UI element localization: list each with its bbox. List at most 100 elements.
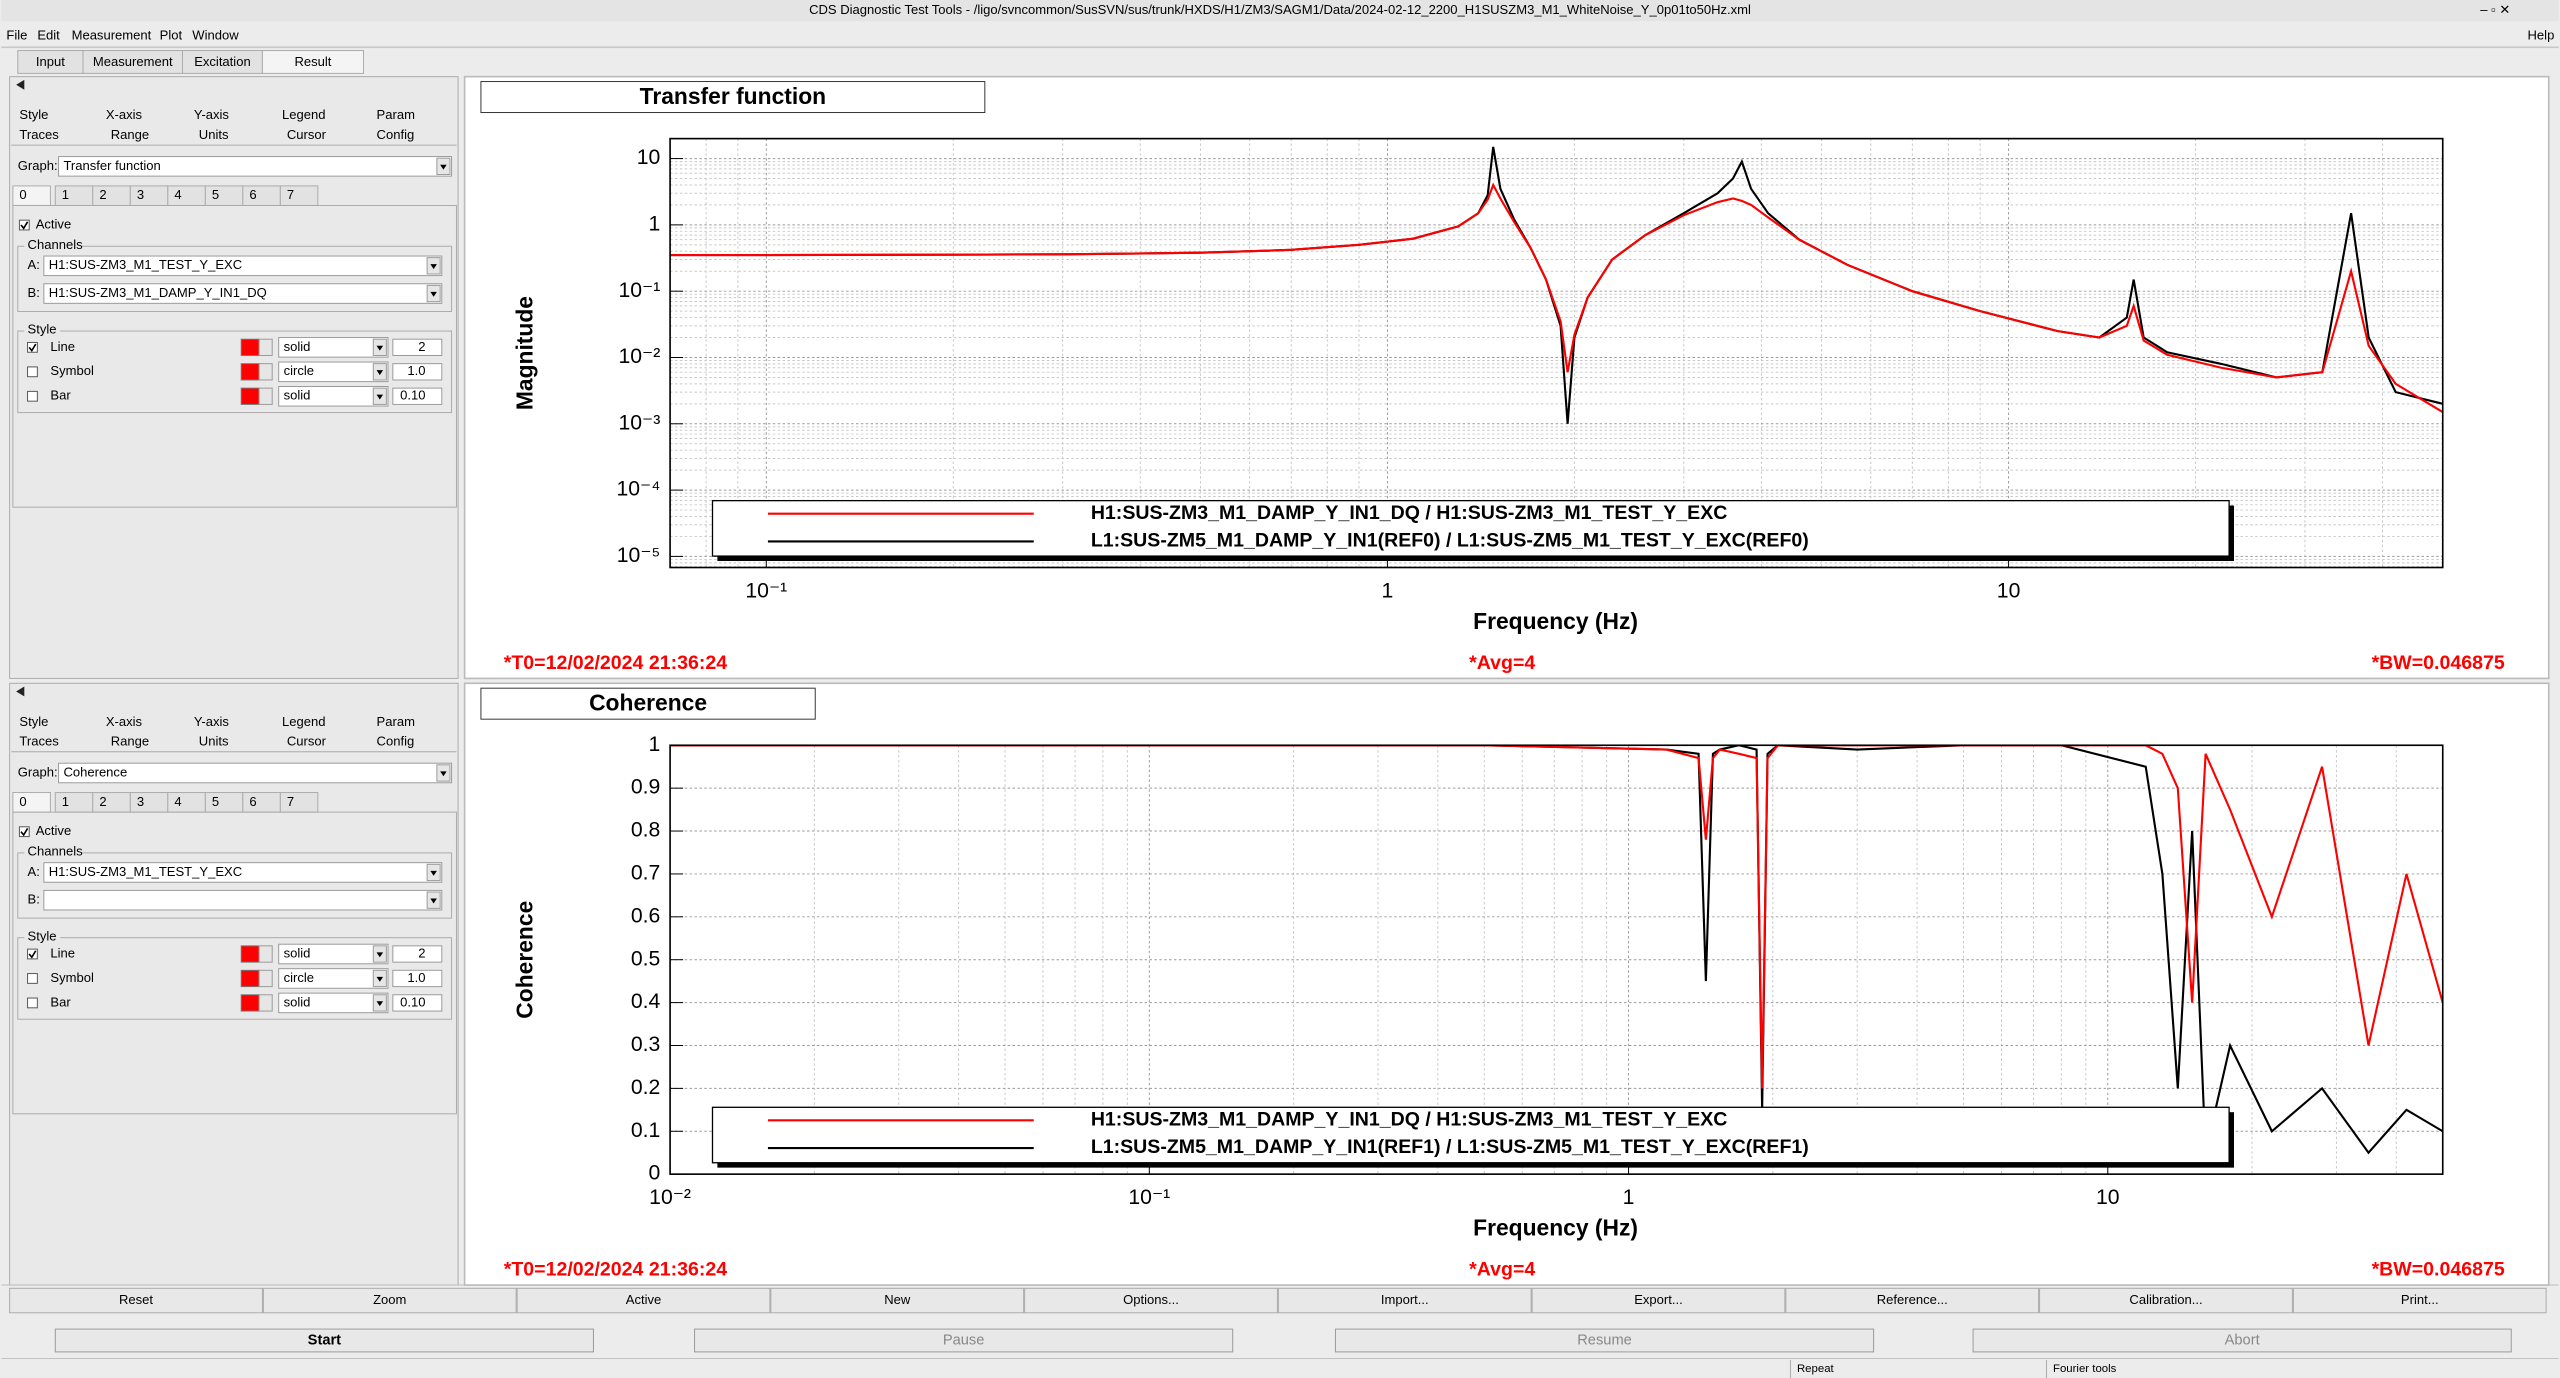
option-tab[interactable]: Range — [111, 733, 149, 748]
pattern-select-value[interactable]: solid — [284, 994, 311, 1009]
graph-select[interactable] — [58, 156, 453, 177]
color-button[interactable] — [258, 363, 273, 381]
button[interactable] — [1277, 1287, 1532, 1314]
color-button[interactable] — [258, 969, 273, 988]
option-tab[interactable]: Legend — [282, 714, 325, 729]
option-tab[interactable]: Style — [19, 107, 48, 122]
collapse-arrow[interactable] — [16, 79, 25, 90]
size-value[interactable]: 2 — [418, 945, 425, 960]
style-name[interactable]: Line — [50, 339, 75, 354]
pattern-select[interactable] — [278, 992, 389, 1014]
active-checkbox[interactable] — [18, 219, 30, 231]
window-controls[interactable]: – ▫ ✕ — [2480, 2, 2510, 17]
pattern-select-value[interactable]: circle — [284, 970, 314, 985]
style-checkbox[interactable] — [27, 390, 38, 402]
option-tab[interactable]: X-axis — [106, 107, 143, 122]
trace-tab-label[interactable]: 3 — [137, 187, 144, 202]
pattern-select[interactable] — [278, 337, 389, 358]
size-value[interactable]: 0.10 — [400, 994, 425, 1009]
active-checkbox[interactable] — [18, 826, 30, 838]
trace-tab-label[interactable]: 4 — [174, 794, 181, 809]
option-tab[interactable]: Y-axis — [194, 107, 229, 122]
help-menu[interactable]: Help — [2528, 27, 2555, 42]
style-checkbox[interactable] — [27, 366, 38, 378]
style-checkbox[interactable] — [27, 341, 38, 353]
trace-tab-label[interactable]: 5 — [212, 794, 219, 809]
graph-select[interactable] — [58, 762, 453, 784]
style-name[interactable]: Bar — [50, 994, 71, 1009]
trace-tab-label[interactable]: 6 — [249, 187, 256, 202]
size-spin[interactable] — [392, 994, 443, 1012]
size-value[interactable]: 0.10 — [400, 388, 425, 403]
tab-label[interactable]: Input — [36, 54, 65, 69]
option-tab[interactable]: X-axis — [106, 714, 143, 729]
control-label[interactable]: Abort — [2225, 1332, 2260, 1348]
trace-tab-label[interactable]: 0 — [19, 187, 26, 202]
channel-select-value[interactable]: H1:SUS-ZM3_M1_TEST_Y_EXC — [49, 864, 242, 879]
color-swatch[interactable] — [240, 994, 260, 1012]
button[interactable] — [1024, 1287, 1278, 1314]
trace-tab-label[interactable]: 7 — [287, 187, 294, 202]
menu-item[interactable]: Plot — [160, 27, 183, 42]
trace-tab-label[interactable]: 1 — [62, 187, 69, 202]
option-tab[interactable]: Config — [377, 127, 415, 142]
size-value[interactable]: 2 — [418, 339, 425, 354]
option-tab[interactable]: Param — [377, 107, 415, 122]
control-button[interactable] — [694, 1328, 1234, 1353]
size-spin[interactable] — [392, 945, 443, 963]
trace-tab-label[interactable]: 3 — [137, 794, 144, 809]
style-checkbox[interactable] — [27, 948, 38, 960]
option-tab[interactable]: Traces — [19, 733, 59, 748]
active-label[interactable]: Active — [36, 823, 72, 838]
trace-tab-label[interactable]: 7 — [287, 794, 294, 809]
trace-tab-label[interactable]: 2 — [99, 187, 106, 202]
color-swatch[interactable] — [240, 969, 260, 988]
color-button[interactable] — [258, 994, 273, 1012]
trace-tab-label[interactable]: 0 — [19, 794, 26, 809]
tab-label[interactable]: Measurement — [93, 54, 173, 69]
option-tab[interactable]: Config — [377, 733, 415, 748]
pattern-select-value[interactable]: solid — [284, 388, 311, 403]
trace-tab-label[interactable]: 4 — [174, 187, 181, 202]
button-label[interactable]: Options... — [1123, 1292, 1179, 1307]
button-label[interactable]: Reset — [119, 1292, 153, 1307]
active-label[interactable]: Active — [36, 216, 72, 231]
option-tab[interactable]: Units — [199, 733, 229, 748]
button-label[interactable]: New — [884, 1292, 911, 1307]
size-value[interactable]: 1.0 — [407, 970, 425, 985]
trace-tab-label[interactable]: 6 — [249, 794, 256, 809]
option-tab[interactable]: Traces — [19, 127, 59, 142]
trace-tab-label[interactable]: 2 — [99, 794, 106, 809]
channel-select[interactable] — [43, 889, 443, 911]
button[interactable] — [2039, 1287, 2293, 1314]
channel-select[interactable] — [43, 862, 443, 883]
button-label[interactable]: Active — [626, 1292, 662, 1307]
tab[interactable] — [261, 50, 364, 74]
button[interactable] — [1531, 1287, 1786, 1314]
color-button[interactable] — [258, 338, 273, 356]
style-checkbox[interactable] — [27, 973, 38, 984]
pattern-select-value[interactable]: solid — [284, 339, 311, 354]
control-button[interactable] — [54, 1328, 594, 1353]
pattern-select-value[interactable]: solid — [284, 945, 311, 960]
size-spin[interactable] — [392, 969, 443, 988]
color-swatch[interactable] — [240, 945, 260, 963]
style-checkbox[interactable] — [27, 997, 38, 1009]
color-swatch[interactable] — [240, 363, 260, 381]
option-tab[interactable]: Range — [111, 127, 149, 142]
button[interactable] — [516, 1287, 771, 1314]
control-button[interactable] — [1334, 1328, 1875, 1353]
menu-item[interactable]: Measurement — [72, 27, 152, 42]
channel-select-value[interactable]: H1:SUS-ZM3_M1_TEST_Y_EXC — [49, 257, 242, 272]
collapse-arrow[interactable] — [16, 686, 25, 697]
graph-select-value[interactable]: Transfer function — [63, 158, 160, 173]
control-label[interactable]: Resume — [1577, 1332, 1632, 1348]
menu-item[interactable]: Edit — [37, 27, 60, 42]
pattern-select[interactable] — [278, 386, 389, 407]
pattern-select[interactable] — [278, 968, 389, 989]
menu-item[interactable]: Window — [192, 27, 239, 42]
button[interactable] — [9, 1287, 263, 1314]
pattern-select[interactable] — [278, 943, 389, 965]
color-button[interactable] — [258, 387, 273, 405]
option-tab[interactable]: Y-axis — [194, 714, 229, 729]
